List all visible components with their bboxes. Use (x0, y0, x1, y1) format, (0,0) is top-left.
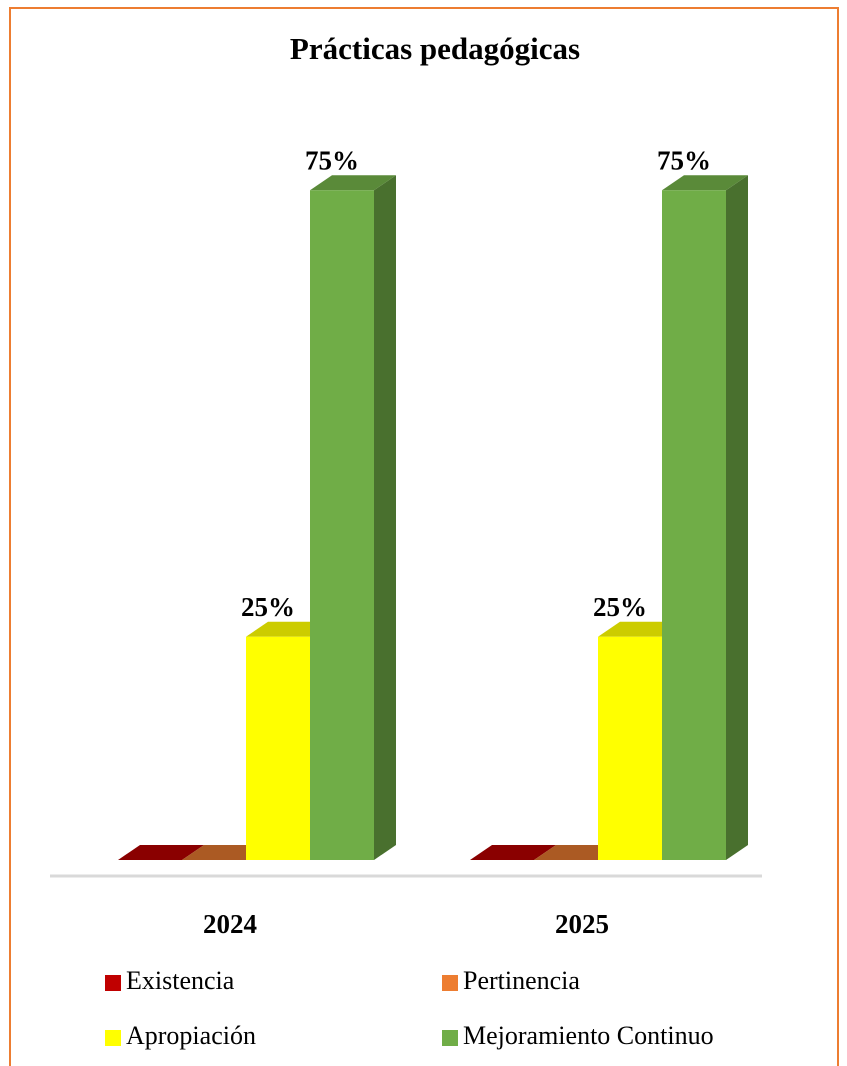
bar (470, 845, 556, 860)
legend-swatch (105, 1030, 121, 1046)
x-tick-label: 2025 (555, 909, 609, 939)
legend-swatch (105, 975, 121, 991)
data-label: 25% (241, 592, 295, 622)
x-tick-label: 2024 (203, 909, 257, 939)
bar-top (662, 175, 748, 191)
bar (118, 845, 204, 860)
data-label: 75% (305, 145, 359, 175)
legend-label: Mejoramiento Continuo (463, 1021, 714, 1050)
legend-swatch (442, 1030, 458, 1046)
legend-label: Apropiación (126, 1021, 256, 1050)
legend-label: Pertinencia (463, 966, 580, 995)
legend-swatch (442, 975, 458, 991)
chart-title: Prácticas pedagógicas (290, 31, 580, 66)
bar-front (662, 190, 726, 860)
bar-front (310, 190, 374, 860)
bar-top (470, 845, 556, 860)
data-label: 25% (593, 592, 647, 622)
bar (662, 175, 748, 860)
bar (310, 175, 396, 860)
bar-front (246, 636, 310, 860)
bar-top (118, 845, 204, 860)
bar-top (310, 175, 396, 191)
bar-side (726, 175, 748, 860)
data-label: 75% (657, 145, 711, 175)
legend-label: Existencia (126, 966, 235, 995)
bar-front (598, 636, 662, 860)
bar-side (374, 175, 396, 860)
